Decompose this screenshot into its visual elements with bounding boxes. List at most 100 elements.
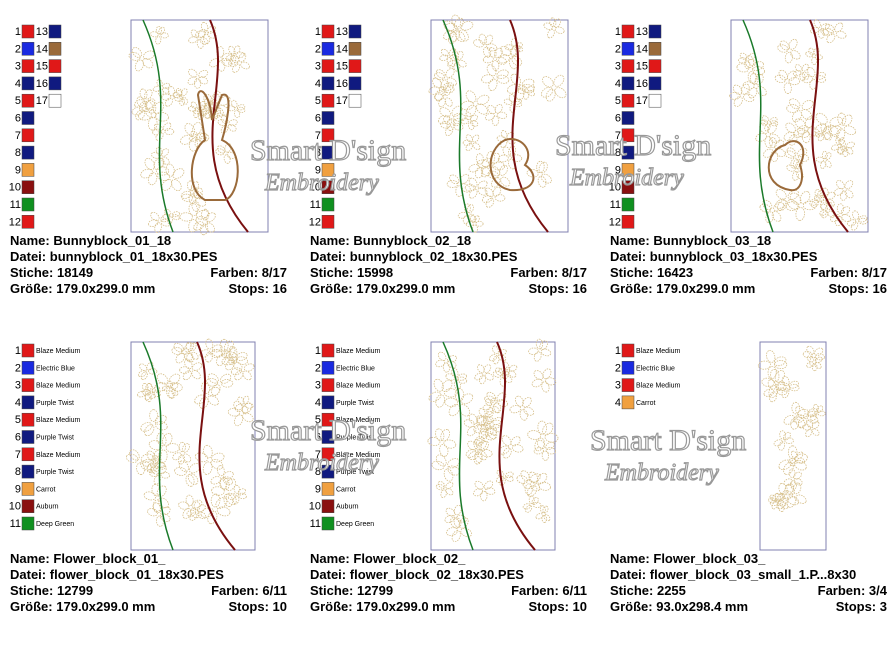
petal bbox=[168, 373, 181, 385]
petal bbox=[478, 33, 487, 45]
petal bbox=[225, 351, 238, 361]
petal bbox=[742, 81, 755, 90]
petal bbox=[125, 453, 139, 463]
petal bbox=[847, 219, 857, 227]
petal bbox=[844, 180, 854, 190]
petal bbox=[532, 502, 542, 508]
petal bbox=[513, 101, 523, 108]
petal bbox=[161, 148, 169, 157]
info-label: Stops: bbox=[828, 281, 868, 296]
petal bbox=[215, 497, 228, 509]
thread-swatch bbox=[321, 163, 335, 177]
petal bbox=[521, 83, 535, 94]
petal bbox=[144, 100, 154, 111]
petal bbox=[494, 47, 503, 58]
petal bbox=[505, 471, 514, 479]
petal bbox=[199, 223, 209, 236]
petal bbox=[492, 417, 502, 426]
petal bbox=[218, 95, 231, 106]
petal bbox=[171, 211, 180, 218]
petal bbox=[156, 462, 166, 469]
info-value: 12799 bbox=[57, 583, 93, 598]
petal bbox=[479, 374, 487, 385]
petal bbox=[460, 527, 472, 538]
petal bbox=[774, 492, 782, 502]
petal bbox=[457, 373, 468, 381]
petal bbox=[200, 507, 214, 518]
petal bbox=[442, 362, 451, 373]
petal bbox=[454, 17, 464, 30]
petal bbox=[435, 454, 447, 467]
petal bbox=[495, 367, 504, 376]
petal bbox=[535, 338, 544, 350]
thread-number: 8 bbox=[615, 147, 621, 159]
thread-swatch bbox=[321, 447, 335, 462]
petal bbox=[159, 506, 171, 516]
petal bbox=[482, 404, 491, 411]
thread-name: Purple Twist bbox=[336, 435, 374, 442]
petal bbox=[797, 457, 806, 464]
petal bbox=[778, 69, 788, 81]
petal bbox=[223, 471, 234, 480]
thread-number: 11 bbox=[310, 518, 321, 530]
petal bbox=[152, 390, 161, 397]
petal bbox=[494, 103, 503, 114]
info-line: Name: Bunnyblock_03_18 bbox=[610, 233, 771, 248]
petal bbox=[191, 200, 200, 212]
petal bbox=[824, 160, 832, 168]
petal bbox=[205, 378, 218, 387]
petal bbox=[440, 79, 449, 91]
petal bbox=[519, 409, 528, 421]
petal bbox=[151, 386, 161, 394]
thread-number: 14 bbox=[36, 43, 48, 55]
petal bbox=[223, 154, 231, 164]
info-label: Stops: bbox=[228, 281, 268, 296]
petal bbox=[146, 100, 157, 114]
petal bbox=[230, 367, 242, 376]
thread-name: Deep Green bbox=[36, 521, 74, 528]
petal bbox=[801, 130, 811, 144]
petal bbox=[232, 495, 240, 505]
petal bbox=[520, 470, 530, 482]
petal bbox=[824, 125, 832, 134]
info-line: Stops: 3 bbox=[836, 599, 887, 614]
petal bbox=[184, 123, 196, 136]
thread-swatch bbox=[321, 93, 335, 108]
info-line: Farben: 8/17 bbox=[210, 265, 287, 280]
petal bbox=[174, 466, 187, 476]
thread-swatch bbox=[648, 24, 662, 39]
petal bbox=[485, 398, 493, 407]
info-line: Name: Flower_block_01_ bbox=[10, 551, 166, 566]
petal bbox=[147, 391, 156, 399]
petal bbox=[435, 428, 445, 442]
petal bbox=[485, 433, 496, 441]
info-value: 12799 bbox=[357, 583, 393, 598]
thread-swatch bbox=[321, 128, 335, 143]
thread-number: 15 bbox=[336, 61, 348, 73]
petal bbox=[234, 414, 244, 427]
thread-number: 1 bbox=[15, 26, 21, 38]
petal bbox=[767, 122, 777, 134]
petal bbox=[817, 133, 825, 142]
thread-swatch bbox=[21, 145, 35, 160]
petal bbox=[740, 83, 750, 95]
petal bbox=[533, 351, 542, 362]
petal bbox=[180, 134, 193, 145]
thread-number: 8 bbox=[15, 466, 21, 478]
petal bbox=[797, 417, 807, 429]
petal bbox=[227, 407, 240, 417]
petal bbox=[795, 406, 806, 417]
petal bbox=[135, 109, 146, 121]
petal bbox=[171, 346, 183, 356]
petal bbox=[789, 192, 802, 205]
thread-swatch bbox=[321, 516, 335, 531]
petal bbox=[444, 388, 458, 398]
info-label: Farben: bbox=[211, 583, 259, 598]
petal bbox=[445, 126, 454, 137]
thread-swatch bbox=[21, 128, 35, 143]
petal bbox=[745, 55, 755, 69]
petal bbox=[188, 193, 197, 205]
thread-number: 5 bbox=[315, 95, 321, 107]
petal bbox=[155, 460, 166, 470]
